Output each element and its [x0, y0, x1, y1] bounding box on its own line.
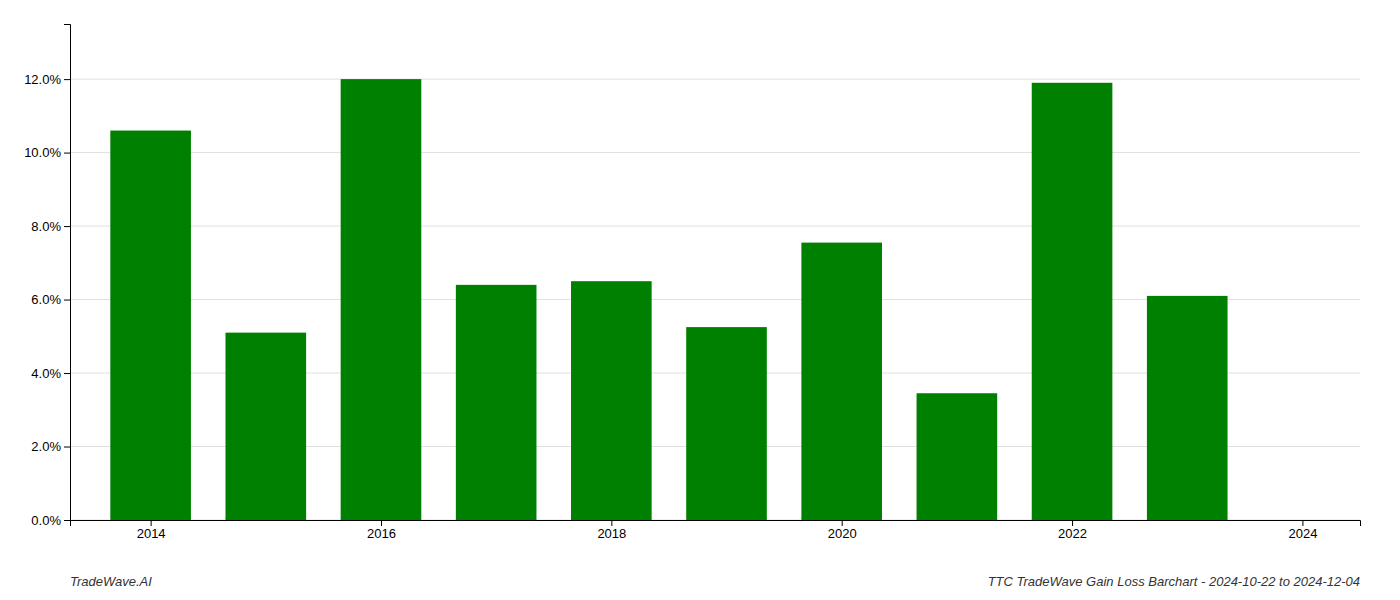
tick: 8.0% — [31, 219, 70, 234]
tick-label: 12.0% — [24, 72, 61, 87]
tick: 2.0% — [31, 439, 70, 454]
y-axis: 0.0% 2.0% 4.0% 6.0% 8.0% 10.0% 12.0% — [24, 25, 70, 528]
tick-label: 0.0% — [31, 513, 61, 528]
watermark: TradeWave.AI — [70, 574, 152, 589]
tick-label: 2020 — [828, 526, 857, 541]
bar — [571, 281, 652, 520]
tick: 4.0% — [31, 366, 70, 381]
tick: 0.0% — [31, 513, 70, 528]
tick-mark — [64, 447, 70, 448]
tick-label: 6.0% — [31, 292, 61, 307]
tick-label: 2018 — [597, 526, 626, 541]
grid-line — [70, 226, 1360, 227]
grid — [70, 79, 1360, 520]
tick-label: 2022 — [1058, 526, 1087, 541]
tick-mark — [611, 520, 612, 526]
bar — [110, 131, 191, 520]
tick-mark — [842, 520, 843, 526]
tick: 2024 — [1288, 520, 1317, 541]
tick-label: 2016 — [367, 526, 396, 541]
bar — [801, 243, 882, 520]
tick-mark — [1072, 520, 1073, 526]
tick: 2016 — [367, 520, 396, 541]
tick: 10.0% — [24, 145, 70, 160]
bar — [456, 285, 537, 520]
axis-line — [64, 25, 71, 521]
tick-mark — [64, 79, 70, 80]
chart-svg: 2014 2016 2018 2020 2022 2024 0.0% 2.0% 4.0% 6.0%… — [0, 0, 1400, 600]
tick-mark — [381, 520, 382, 526]
bar — [686, 327, 767, 520]
bar — [1147, 296, 1228, 520]
tick: 2014 — [137, 520, 166, 541]
tick-mark — [64, 226, 70, 227]
chart-container: 2014 2016 2018 2020 2022 2024 0.0% 2.0% 4.0% 6.0%… — [0, 0, 1400, 600]
tick-label: 8.0% — [31, 219, 61, 234]
bars — [110, 79, 1227, 520]
bar — [917, 393, 998, 520]
tick-label: 2.0% — [31, 439, 61, 454]
tick-label: 2014 — [137, 526, 166, 541]
bar — [225, 333, 306, 520]
tick: 2018 — [597, 520, 626, 541]
tick-label: 10.0% — [24, 145, 61, 160]
tick: 2022 — [1058, 520, 1087, 541]
bar — [1032, 83, 1113, 520]
tick-mark — [64, 153, 70, 154]
tick-label: 4.0% — [31, 366, 61, 381]
x-axis: 2014 2016 2018 2020 2022 2024 — [71, 520, 1361, 541]
title: TTC TradeWave Gain Loss Barchart - 2024-… — [988, 574, 1360, 589]
axis-line — [71, 521, 1361, 527]
grid-line — [70, 79, 1360, 80]
tick-mark — [151, 520, 152, 526]
tick-mark — [1302, 520, 1303, 526]
bar — [341, 79, 422, 520]
tick: 12.0% — [24, 72, 70, 87]
grid-line — [70, 152, 1360, 153]
tick-mark — [64, 300, 70, 301]
tick-mark — [64, 520, 70, 521]
tick-mark — [64, 373, 70, 374]
tick-label: 2024 — [1288, 526, 1317, 541]
tick: 2020 — [828, 520, 857, 541]
tick: 6.0% — [31, 292, 70, 307]
